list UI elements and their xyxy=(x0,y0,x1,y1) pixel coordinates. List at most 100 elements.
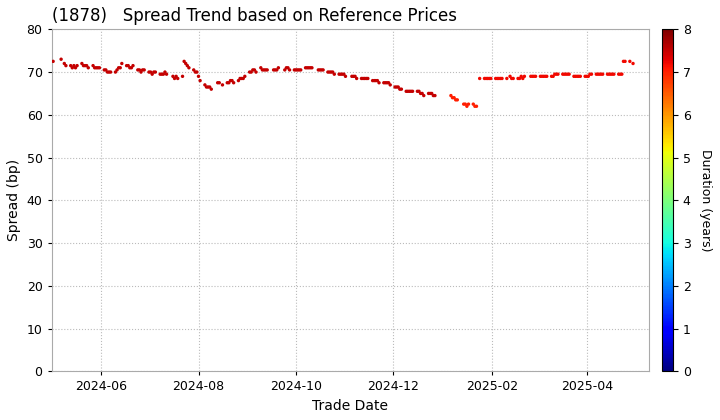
Point xyxy=(480,75,492,82)
Point xyxy=(171,73,182,80)
Point xyxy=(501,75,513,82)
Point xyxy=(557,71,569,78)
Point xyxy=(450,97,462,103)
Point xyxy=(91,64,102,71)
Point xyxy=(613,71,624,78)
Point xyxy=(485,75,497,82)
Point xyxy=(490,75,501,82)
Point xyxy=(413,88,425,94)
Point xyxy=(279,66,291,73)
Point xyxy=(404,88,415,94)
Point xyxy=(212,79,223,86)
Point xyxy=(471,103,482,110)
Point xyxy=(572,73,583,80)
Point xyxy=(429,92,441,99)
Point xyxy=(356,75,367,82)
Point xyxy=(223,79,235,86)
Point xyxy=(113,64,125,71)
Point xyxy=(525,73,536,80)
Point xyxy=(590,71,602,78)
Point xyxy=(260,66,271,73)
Point xyxy=(316,66,328,73)
Point xyxy=(205,86,217,92)
Point xyxy=(395,86,407,92)
Point xyxy=(535,73,546,80)
Point xyxy=(508,75,519,82)
Point xyxy=(394,86,405,92)
Point xyxy=(346,73,358,80)
Point xyxy=(83,64,94,71)
Point xyxy=(70,64,81,71)
Point xyxy=(580,73,591,80)
Point xyxy=(281,64,292,71)
Point xyxy=(81,62,92,69)
Point xyxy=(627,60,639,67)
Point xyxy=(426,90,438,97)
Point xyxy=(367,77,379,84)
Point xyxy=(618,58,629,65)
Point xyxy=(127,62,139,69)
Point xyxy=(517,75,528,82)
Point xyxy=(246,69,257,76)
Point xyxy=(102,69,113,76)
Point xyxy=(575,73,586,80)
Point xyxy=(126,64,138,71)
Point xyxy=(416,90,428,97)
Point xyxy=(469,103,481,110)
Point xyxy=(400,88,412,94)
Point xyxy=(300,64,311,71)
Point xyxy=(382,79,393,86)
Point xyxy=(424,90,436,97)
Point xyxy=(112,66,123,73)
Point xyxy=(236,75,248,82)
Point xyxy=(336,71,348,78)
Point xyxy=(282,64,294,71)
Point xyxy=(369,77,380,84)
Point xyxy=(327,69,338,76)
Point xyxy=(449,94,460,101)
Point xyxy=(234,75,246,82)
Point xyxy=(322,69,333,76)
Point xyxy=(179,58,190,65)
Point xyxy=(357,75,369,82)
Point xyxy=(217,81,228,88)
Point xyxy=(251,69,262,76)
Point xyxy=(199,81,211,88)
Point xyxy=(137,66,148,73)
Point xyxy=(148,69,160,76)
Point xyxy=(512,75,523,82)
Point xyxy=(99,66,110,73)
Point xyxy=(474,75,485,82)
Point xyxy=(528,73,540,80)
Point xyxy=(103,69,114,76)
Point xyxy=(526,73,538,80)
Point xyxy=(204,84,215,90)
Point xyxy=(335,71,346,78)
Point xyxy=(496,75,508,82)
Point xyxy=(379,79,391,86)
Point xyxy=(616,71,628,78)
Point xyxy=(305,64,316,71)
Point xyxy=(55,56,67,63)
Point xyxy=(428,92,439,99)
Point xyxy=(314,66,325,73)
Point xyxy=(145,69,156,76)
Point xyxy=(551,71,562,78)
Point xyxy=(584,71,595,78)
Point xyxy=(518,73,530,80)
Point xyxy=(158,71,169,78)
Point xyxy=(247,66,258,73)
Point xyxy=(76,60,88,67)
Point xyxy=(402,88,413,94)
Point xyxy=(109,69,121,76)
Point xyxy=(546,73,557,80)
Point xyxy=(143,69,155,76)
Point xyxy=(168,75,180,82)
Point xyxy=(568,73,580,80)
Point xyxy=(256,66,268,73)
Point xyxy=(261,66,273,73)
Point xyxy=(78,62,89,69)
Point xyxy=(581,73,593,80)
Point xyxy=(302,64,313,71)
Text: (1878)   Spread Trend based on Reference Prices: (1878) Spread Trend based on Reference P… xyxy=(52,7,456,25)
